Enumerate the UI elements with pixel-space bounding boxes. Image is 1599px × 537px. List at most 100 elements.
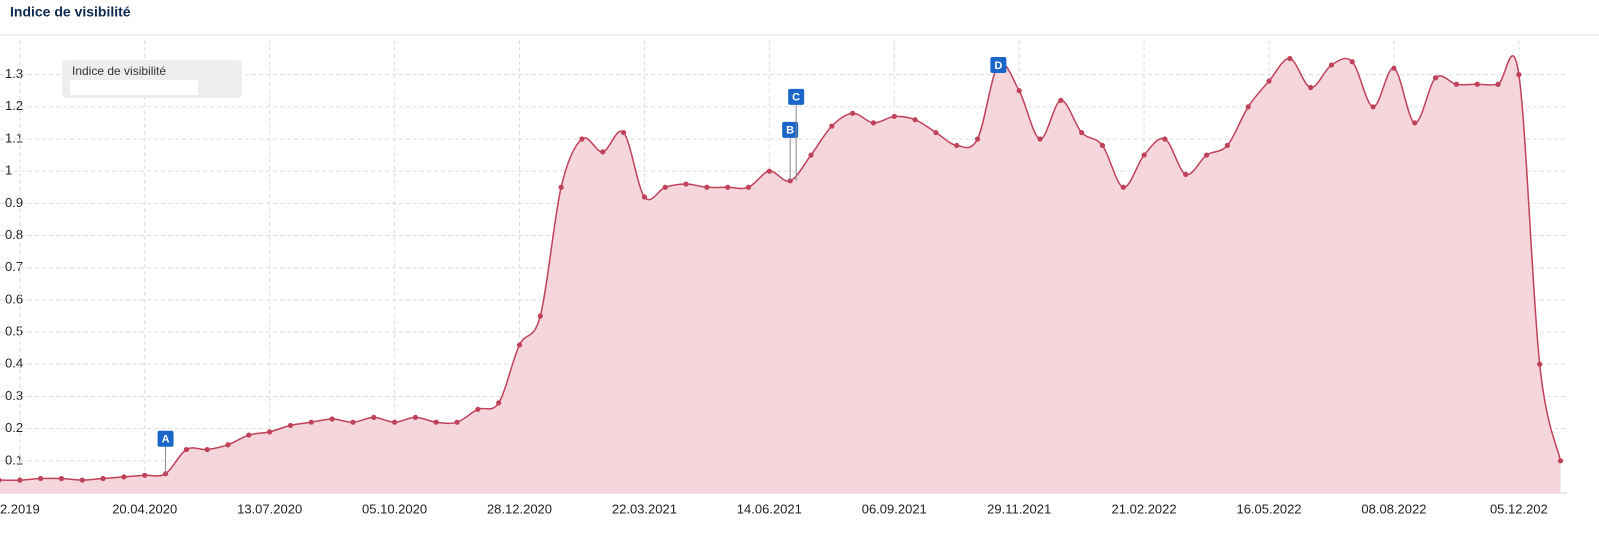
point [246,432,252,438]
point [974,136,981,142]
point [850,110,856,116]
point [1287,55,1293,62]
y-tick-label: 0.8 [5,227,23,242]
chart-title: Indice de visibilité [10,4,131,20]
flag-label: B [786,125,794,137]
y-tick-label: 1.1 [5,130,23,145]
legend-swatch [70,80,198,95]
x-tick-label: 2.2019 [0,501,40,516]
point [391,419,398,425]
x-tick-label: 20.04.2020 [112,501,177,516]
point [725,184,731,190]
y-tick-label: 0.9 [5,195,23,210]
y-tick-label: 0.7 [5,259,23,274]
y-tick-label: 0.1 [5,452,23,467]
x-tick-label: 16.05.2022 [1236,501,1301,516]
point [1245,104,1251,110]
point [183,446,189,453]
flag [157,430,174,447]
point [1349,59,1355,65]
point [621,129,627,136]
y-tick-label: 0.4 [5,356,23,371]
point [1266,78,1272,84]
point [475,406,481,412]
point [17,477,23,483]
point [204,446,210,453]
point [1537,361,1543,367]
point [891,113,897,120]
point [1370,104,1376,110]
y-tick-label: 0.6 [5,291,23,306]
y-tick-label: 0.2 [5,420,23,435]
point [371,414,377,420]
point [933,129,939,136]
x-tick-label: 13.07.2020 [237,501,302,516]
point [808,152,814,158]
point [100,475,106,482]
point [1516,72,1522,78]
x-tick-label: 22.03.2021 [612,501,677,516]
plot-area: 0.1 0.2 0.3 0.4 0.5 0.6 0.7 0.8 0.9 1 1.1 1.2 1.3 2.2… [0,40,1567,516]
area-fill [0,55,1561,493]
point [1120,184,1126,190]
point [954,142,960,149]
point [662,184,668,190]
point [1183,171,1189,177]
y-tick-label: 1.2 [5,98,23,113]
flag-label: D [994,60,1002,72]
point [79,477,85,483]
point [745,184,752,190]
point [1412,120,1418,126]
point [329,416,335,422]
point [1141,152,1147,158]
point [58,475,65,482]
y-tick-label: 1.3 [5,66,23,81]
point [412,414,418,420]
y-tick-label: 0.5 [5,324,23,339]
point [350,419,356,425]
x-tick-label: 28.12.2020 [487,501,552,516]
point [1037,136,1043,142]
point [1391,65,1397,71]
point [766,168,772,174]
point [38,475,44,482]
flag-label: C [792,92,800,104]
point [704,184,710,190]
point [516,342,523,348]
point [433,419,439,425]
y-tick-label: 1 [5,163,12,178]
point [1058,97,1064,103]
point [641,194,648,200]
legend-label: Indice de visibilité [72,64,166,78]
point [1079,129,1085,136]
point [683,181,689,187]
x-tick-label: 06.09.2021 [862,501,927,516]
flag [990,56,1007,73]
point [1016,88,1022,94]
x-tick-label: 05.12.202 [1490,501,1548,516]
point [267,429,273,435]
x-tick-label: 21.02.2022 [1112,501,1177,516]
point [600,149,606,155]
point [558,184,564,190]
x-tick-label: 05.10.2020 [362,501,427,516]
point [1432,75,1439,81]
point [1557,458,1564,464]
y-tick-label: 0.3 [5,388,23,403]
point [1308,84,1314,91]
point [1162,136,1168,142]
point [912,117,918,123]
point [1203,152,1210,158]
point [537,313,543,319]
point [142,472,148,478]
point [454,419,460,425]
x-tick-label: 29.11.2021 [987,501,1051,516]
point [287,422,294,429]
point [870,120,877,126]
flag [782,121,799,138]
x-tick-label: 08.08.2022 [1361,501,1426,516]
point [1328,62,1335,68]
point [1453,81,1459,87]
point [121,474,127,480]
